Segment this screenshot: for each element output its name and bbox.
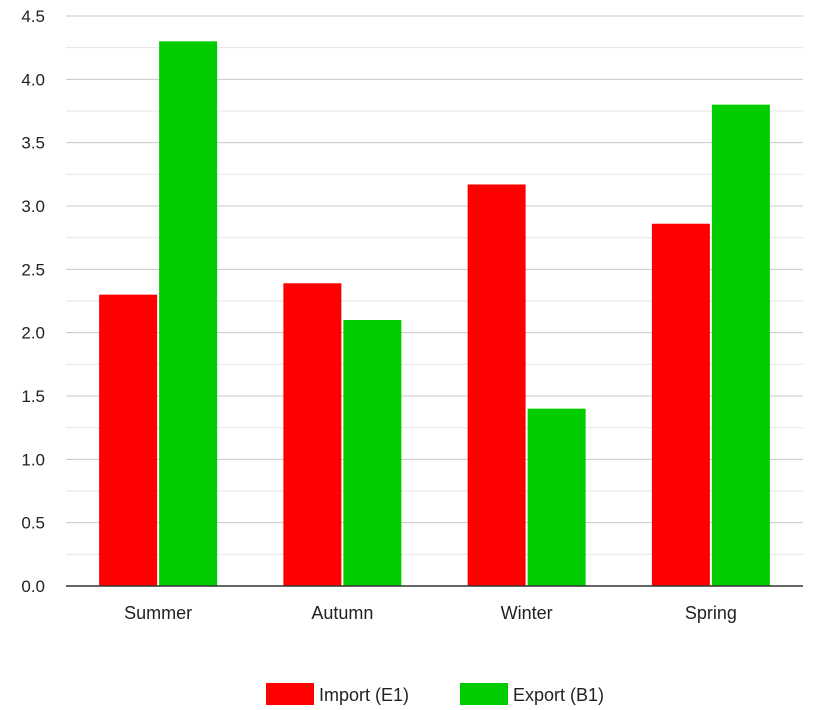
bar-spring-series-2: [711, 104, 770, 587]
y-tick-label: 1.5: [21, 387, 45, 406]
y-tick-label: 1.0: [21, 450, 45, 469]
y-tick-label: 2.5: [21, 260, 45, 279]
bars: [99, 41, 770, 587]
bar-winter-series-2: [527, 408, 586, 586]
y-tick-label: 4.5: [21, 7, 45, 26]
bar-autumn-series-2: [343, 320, 402, 586]
legend-label: Import (E1): [319, 685, 409, 705]
y-tick-label: 2.0: [21, 324, 45, 343]
y-axis-ticks: 0.0 0.5 1.0 1.5 2.0 2.5 3.0 3.5 4.0 4.5: [21, 7, 45, 596]
y-tick-label: 0.0: [21, 577, 45, 596]
x-category-label: Autumn: [311, 603, 373, 623]
x-category-label: Summer: [124, 603, 192, 623]
legend-swatch: [460, 683, 508, 705]
bar-autumn-series-1: [283, 283, 342, 586]
y-tick-label: 0.5: [21, 514, 45, 533]
x-axis-categories: Summer Autumn Winter Spring: [124, 603, 737, 623]
bar-spring-series-1: [651, 223, 710, 586]
y-tick-label: 3.0: [21, 197, 45, 216]
bar-summer-series-2: [159, 41, 218, 587]
y-tick-label: 4.0: [21, 70, 45, 89]
x-category-label: Spring: [685, 603, 737, 623]
legend-label: Export (B1): [513, 685, 604, 705]
bar-winter-series-1: [467, 184, 526, 586]
legend: Import (E1) Export (B1): [266, 683, 604, 705]
x-category-label: Winter: [501, 603, 553, 623]
legend-swatch: [266, 683, 314, 705]
bar-summer-series-1: [99, 294, 158, 586]
y-tick-label: 3.5: [21, 134, 45, 153]
